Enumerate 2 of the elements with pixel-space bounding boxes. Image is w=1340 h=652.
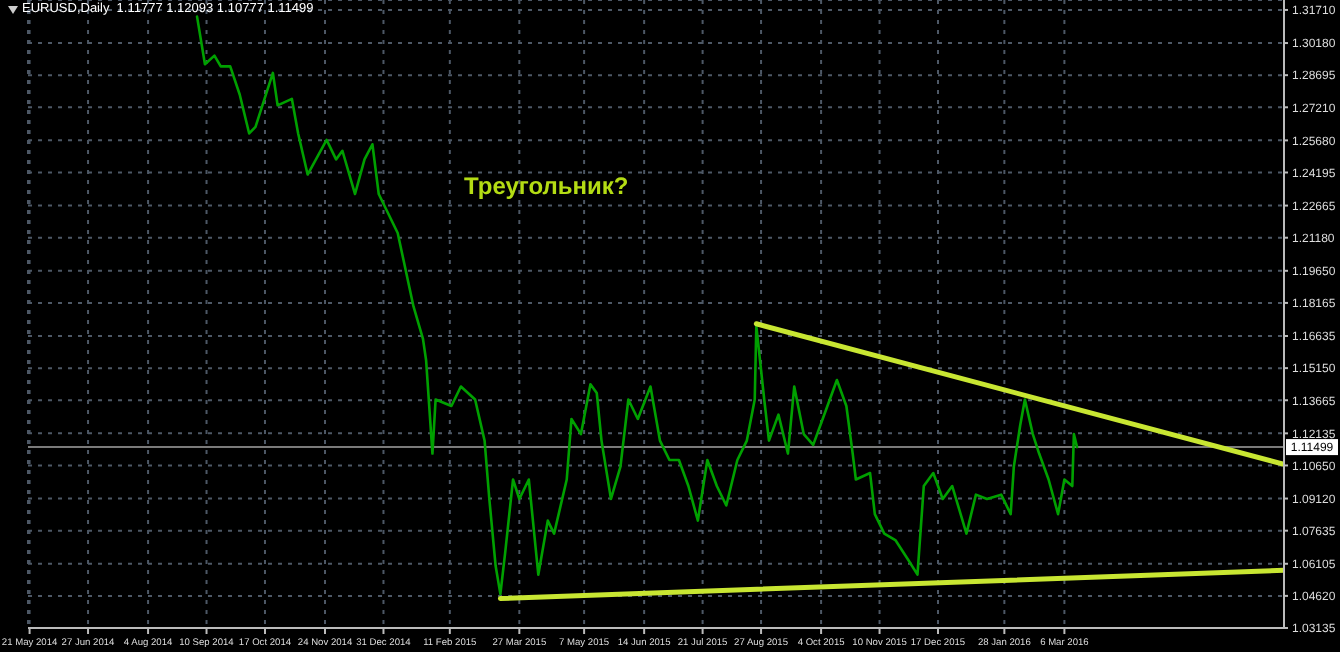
annotation: Треугольник? — [464, 172, 629, 200]
line-series — [195, 15, 1079, 596]
